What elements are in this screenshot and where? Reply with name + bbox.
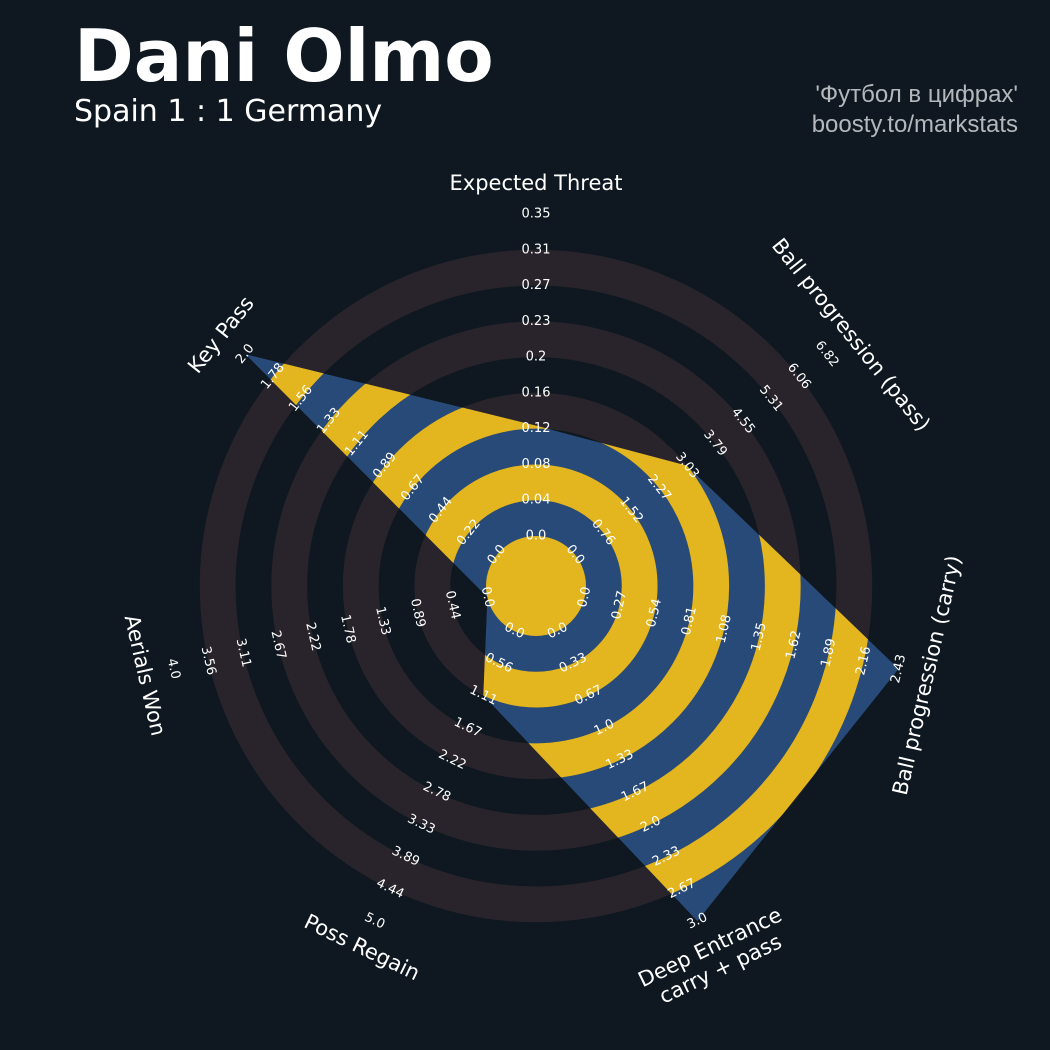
radar-polygon-band [486,536,586,636]
radar-axis-label: Expected Threat [450,171,623,195]
radar-tick-label: 3.11 [233,637,254,669]
radar-axis-label-line: Poss Regain [300,909,423,985]
radar-axis-label: Poss Regain [300,909,423,985]
radar-axis-label: Aerials Won [120,612,171,738]
radar-tick-label: 0.04 [522,493,551,508]
radar-axis-label-line: Expected Threat [450,171,623,195]
radar-tick-label: 4.0 [164,657,183,681]
radar-ring-band [199,249,873,923]
radar-tick-label: 0.0 [526,529,547,544]
radar-polygon-fill [245,354,899,922]
radar-tick-label: 0.54 [644,597,665,629]
credit-block: 'Футбол в цифрах' boosty.to/markstats [812,80,1018,140]
radar-tick-label: 0.23 [522,314,551,329]
player-name: Dani Olmo [74,14,494,98]
radar-tick-label: 2.16 [853,645,874,677]
radar-tick-label: 1.35 [749,621,770,653]
radar-tick-label: 2.0 [233,341,258,367]
radar-tick-label: 1.62 [783,629,804,661]
radar-tick-label: 0.12 [522,421,551,436]
radar-tick-label: 1.08 [714,613,735,645]
radar-tick-label: 0.0 [575,585,594,609]
radar-axis-label-line: Key Pass [183,292,259,378]
radar-tick-label: 1.33 [372,605,393,637]
radar-tick-label: 0.2 [526,350,547,365]
credit-line-title: 'Футбол в цифрах' [815,81,1018,108]
radar-tick-label: 0.35 [522,207,551,222]
credit-line-url: boosty.to/markstats [811,111,1018,138]
radar-tick-label: 2.22 [302,621,323,653]
radar-tick-label: 2.43 [888,653,909,685]
radar-tick-label: 5.0 [362,910,387,932]
radar-tick-label: 0.81 [679,605,700,637]
match-result: Spain 1 : 1 Germany [74,94,383,129]
radar-tick-label: 3.0 [685,910,710,932]
radar-tick-label: 2.67 [267,629,288,661]
radar-tick-label: 0.0 [478,585,497,609]
radar-tick-label: 1.78 [337,613,358,645]
radar-axis-label: Key Pass [183,292,259,378]
radar-tick-label: 0.16 [522,385,551,400]
radar-tick-label: 6.82 [812,338,842,370]
radar-tick-label: 0.31 [522,242,551,257]
radar-tick-label: 0.08 [522,457,551,472]
radar-tick-label: 0.27 [609,589,630,621]
radar-tick-label: 3.56 [198,645,219,677]
radar-tick-label: 0.44 [442,589,463,621]
radar-axis-label-line: Aerials Won [120,612,171,738]
radar-tick-label: 0.89 [407,597,428,629]
radar-tick-label: 0.27 [522,278,551,293]
radar-tick-label: 1.89 [818,637,839,669]
